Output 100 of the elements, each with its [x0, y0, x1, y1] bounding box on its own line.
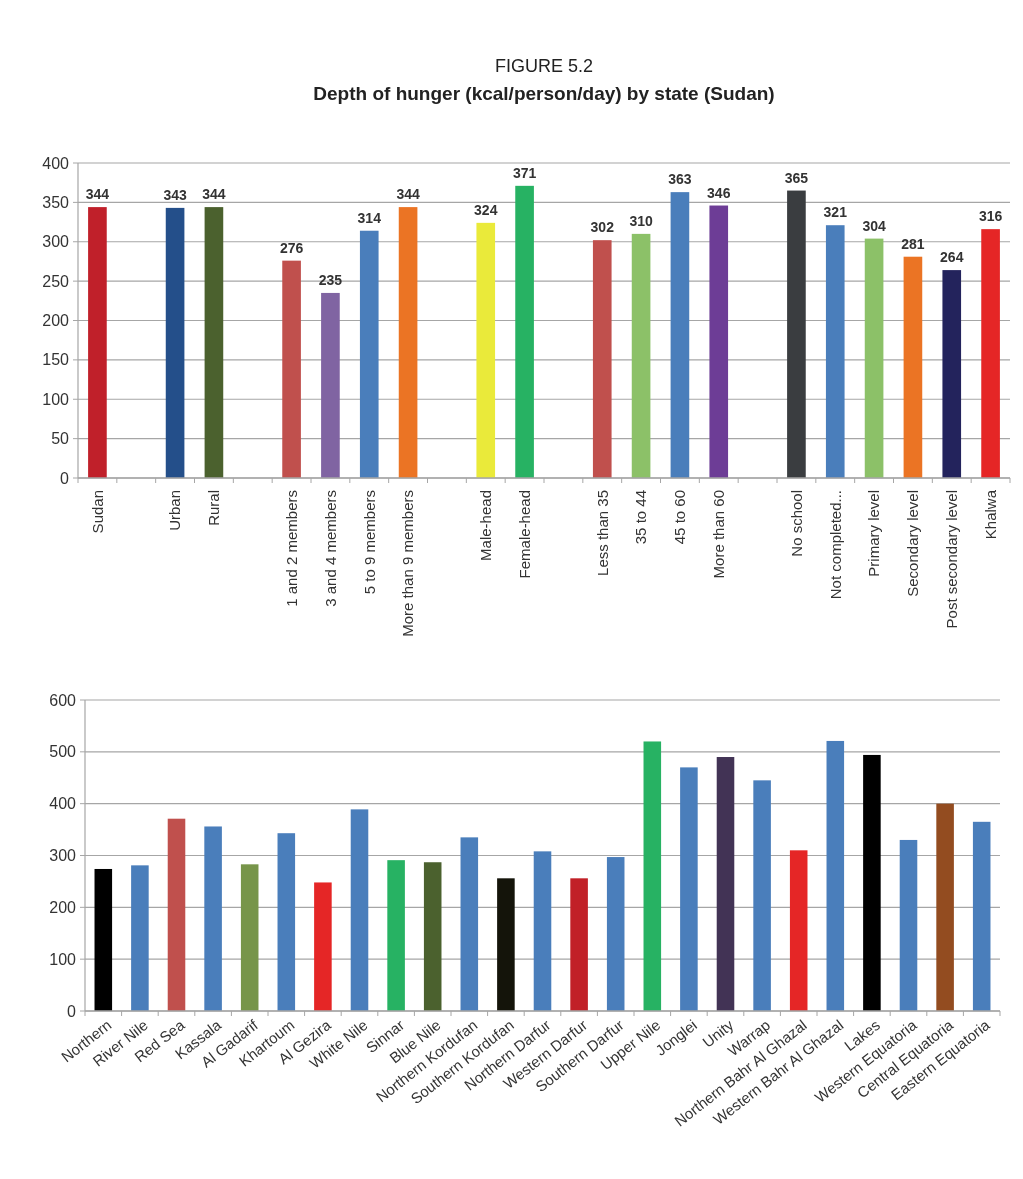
- data-label: 344: [202, 186, 226, 203]
- x-tick-label: Urban: [166, 490, 184, 531]
- x-tick-label: 1 and 2 members: [282, 490, 300, 607]
- y-tick-label: 100: [42, 390, 70, 408]
- bar: [497, 878, 515, 1011]
- bar: [787, 190, 806, 478]
- bar: [476, 222, 496, 478]
- bar: [864, 238, 884, 478]
- bar: [709, 205, 729, 478]
- y-tick-label: 400: [49, 795, 77, 813]
- y-tick-label: 0: [67, 1002, 77, 1020]
- data-label: 324: [474, 201, 498, 218]
- y-tick-label: 0: [60, 469, 70, 487]
- bar: [981, 229, 1000, 478]
- bar: [204, 207, 224, 478]
- bar: [282, 260, 301, 478]
- y-tick-label: 150: [42, 351, 70, 369]
- bar: [460, 837, 479, 1011]
- chart-title: FIGURE 5.2: [494, 56, 594, 76]
- x-tick-label: Not completed...: [826, 490, 844, 600]
- bar: [398, 207, 418, 478]
- x-tick-label: Male-head: [477, 490, 494, 561]
- data-label: 343: [163, 186, 187, 203]
- data-label: 235: [318, 271, 343, 288]
- y-tick-label: 200: [42, 312, 70, 330]
- data-label: 344: [396, 186, 420, 203]
- bar: [716, 757, 735, 1011]
- x-tick-label: More than 60: [710, 490, 727, 579]
- x-tick-label: 5 to 9 members: [360, 490, 378, 595]
- bar: [942, 270, 962, 478]
- chart-subtitle: Depth of hunger (kcal/person/day) by state (Sudan): [313, 83, 775, 104]
- bar: [592, 240, 612, 478]
- bar: [825, 225, 845, 478]
- data-label: 346: [707, 184, 731, 201]
- bar: [753, 780, 771, 1011]
- data-label: 302: [590, 219, 615, 236]
- y-tick-label: 100: [49, 950, 77, 968]
- bar: [899, 839, 918, 1011]
- bar: [387, 860, 405, 1011]
- bar: [240, 864, 259, 1011]
- bar: [277, 833, 296, 1011]
- x-tick-label: Rural: [205, 490, 223, 526]
- bar: [670, 192, 690, 478]
- x-tick-label: Post secondary level: [943, 490, 960, 629]
- y-tick-label: 600: [49, 691, 77, 709]
- bar: [204, 826, 222, 1011]
- y-tick-label: 50: [51, 430, 70, 448]
- data-label: 264: [940, 249, 964, 266]
- y-tick-label: 300: [42, 233, 70, 251]
- x-tick-label: Female-head: [515, 490, 533, 579]
- y-tick-label: 300: [49, 847, 77, 865]
- data-label: 304: [862, 217, 886, 234]
- data-label: 363: [668, 171, 692, 188]
- bar: [606, 857, 625, 1011]
- bar: [350, 809, 369, 1011]
- bar: [863, 754, 881, 1011]
- x-tick-label: Primary level: [865, 490, 883, 577]
- bar: [515, 185, 534, 478]
- bar: [631, 233, 651, 478]
- data-label: 281: [901, 235, 925, 252]
- bar: [643, 741, 662, 1011]
- bar: [165, 207, 185, 478]
- data-label: 314: [357, 209, 382, 226]
- bar: [321, 292, 340, 478]
- bar: [314, 882, 332, 1011]
- bar: [972, 821, 991, 1011]
- bar: [903, 256, 923, 478]
- data-label: 310: [629, 212, 653, 229]
- y-tick-label: 250: [42, 272, 70, 290]
- bar: [936, 803, 954, 1011]
- x-tick-label: Less than 35: [593, 490, 611, 576]
- bar: [789, 850, 808, 1011]
- data-label: 316: [978, 208, 1003, 225]
- data-label: 321: [823, 204, 848, 221]
- data-label: 365: [784, 169, 809, 186]
- data-label: 344: [85, 186, 110, 203]
- x-tick-label: Secondary level: [904, 490, 922, 597]
- bar: [423, 862, 442, 1011]
- x-tick-label: 35 to 44: [632, 490, 650, 545]
- bar: [570, 878, 588, 1011]
- data-label: 276: [279, 239, 304, 256]
- x-tick-label: More than 9 members: [399, 490, 417, 637]
- y-tick-label: 500: [49, 743, 77, 761]
- x-tick-label: Sudan: [88, 490, 106, 534]
- y-tick-label: 200: [49, 898, 77, 916]
- bar: [359, 230, 379, 478]
- y-tick-label: 400: [42, 154, 70, 172]
- x-tick-label: 3 and 4 members: [321, 490, 339, 607]
- bar: [826, 740, 845, 1011]
- x-tick-label: No school: [787, 490, 805, 557]
- data-label: 371: [512, 164, 537, 181]
- x-tick-label: Khalwa: [981, 489, 999, 540]
- bar: [533, 851, 552, 1011]
- y-tick-label: 350: [42, 193, 70, 211]
- x-tick-label: 45 to 60: [671, 490, 689, 545]
- bar: [88, 207, 107, 478]
- bar: [167, 818, 186, 1011]
- bar: [131, 865, 149, 1011]
- bar: [94, 868, 113, 1011]
- bar: [680, 767, 698, 1011]
